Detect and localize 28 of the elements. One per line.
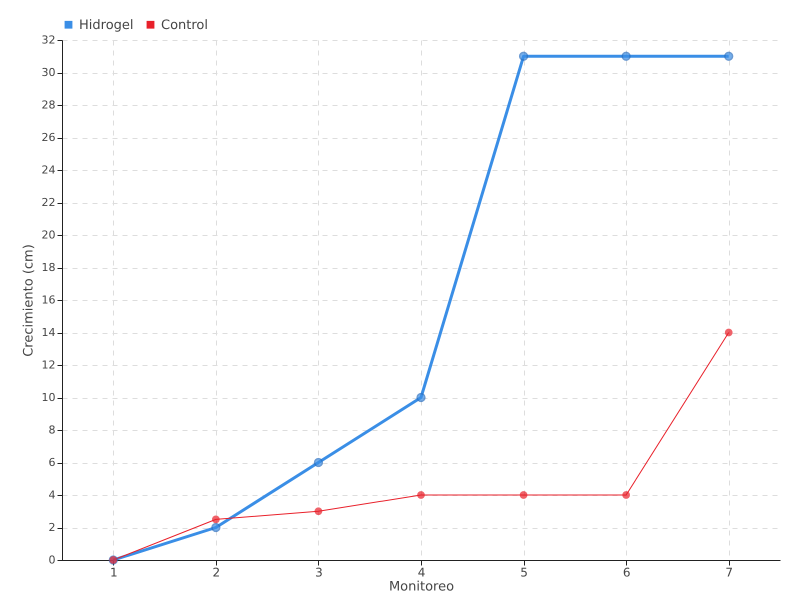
y-tick-label: 14	[42, 326, 56, 339]
y-tick-label: 18	[42, 261, 56, 274]
y-tick-label: 8	[48, 424, 56, 436]
y-tick-label: 4	[48, 488, 56, 502]
y-tick-label: 2	[48, 521, 56, 534]
y-tick-label: 22	[42, 196, 56, 209]
y-tick-label: 30	[42, 66, 56, 79]
x-tick-label: 2	[212, 566, 220, 580]
y-tick-label: 12	[42, 358, 56, 372]
y-tick-label: 32	[42, 34, 56, 46]
y-tick-label: 28	[42, 98, 56, 112]
x-tick-label: 4	[418, 566, 426, 580]
y-tick-label: 24	[42, 164, 56, 176]
x-tick-label: 1	[110, 566, 118, 580]
y-tick-label: 6	[48, 456, 56, 469]
y-axis-title: Crecimiento (cm)	[22, 244, 37, 357]
legend-label: Hidrogel	[79, 18, 134, 33]
y-tick-label: 16	[42, 294, 56, 306]
y-tick-label: 20	[42, 228, 56, 242]
y-tick-label: 0	[48, 554, 56, 566]
x-tick-label: 6	[622, 566, 630, 580]
x-tick-label: 5	[520, 566, 528, 580]
x-axis-title: Monitoreo	[388, 580, 454, 594]
y-tick-label: 26	[42, 131, 56, 144]
legend-label: Control	[161, 18, 208, 33]
y-tick-label: 10	[42, 391, 56, 404]
x-tick-label: 7	[725, 566, 734, 580]
x-tick-label: 3	[315, 566, 323, 580]
